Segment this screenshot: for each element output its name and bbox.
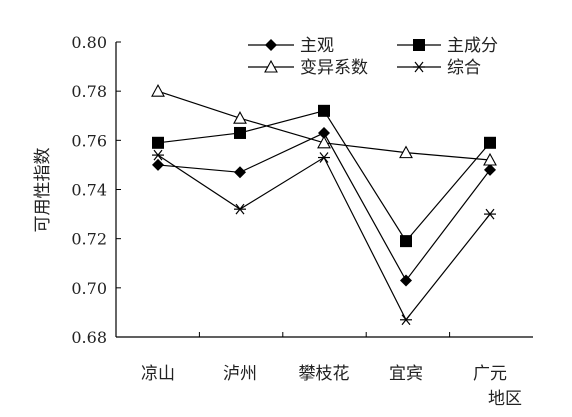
- data-point-square: [152, 136, 164, 149]
- data-point-square: [484, 136, 496, 149]
- y-tick-label: 0.70: [71, 279, 107, 298]
- data-point-asterisk: [318, 152, 330, 163]
- data-point-diamond: [318, 126, 330, 139]
- data-point-square: [413, 39, 425, 51]
- axes: 0.68 0.70 0.72 0.74 0.76 0.78 0.80 凉山 泸州 攀枝花 宜宾 广元: [71, 33, 533, 384]
- data-point-square: [318, 104, 330, 117]
- data-point-diamond: [400, 274, 412, 287]
- x-tick-label: 凉山: [141, 364, 175, 384]
- asterisk-stroke: [401, 314, 411, 326]
- data-point-triangle: [151, 84, 165, 97]
- data-point-triangle: [264, 59, 278, 73]
- data-point-triangle: [233, 111, 247, 124]
- x-tick-label: 广元: [473, 364, 507, 384]
- data-point-triangle: [399, 145, 413, 159]
- x-axis-label: 地区: [488, 389, 522, 409]
- legend-item-3: 变异系数: [248, 58, 368, 78]
- y-axis-label: 可用性指数: [33, 148, 53, 233]
- legend-item-2: 主成分: [397, 36, 498, 56]
- data-point-diamond: [265, 39, 277, 51]
- y-tick-label: 0.74: [71, 181, 107, 200]
- asterisk-stroke: [319, 152, 329, 163]
- data-point-diamond: [484, 163, 496, 176]
- x-tick-label: 宜宾: [389, 364, 423, 384]
- series-line: [157, 90, 491, 161]
- data-point-asterisk: [400, 314, 412, 326]
- y-tick-label: 0.78: [71, 82, 107, 101]
- series-line: [157, 154, 491, 321]
- data-point-asterisk: [413, 61, 425, 73]
- legend-label: 主观: [300, 36, 334, 56]
- y-tick-label: 0.68: [71, 328, 107, 347]
- y-tick-label: 0.76: [71, 131, 107, 150]
- y-tick-label: 0.72: [71, 230, 107, 249]
- x-tick-label: 攀枝花: [299, 364, 350, 384]
- asterisk-stroke: [153, 149, 163, 161]
- data-point-asterisk: [484, 208, 496, 220]
- data-point-asterisk: [152, 149, 164, 161]
- series-3: [151, 84, 497, 166]
- asterisk-stroke: [414, 61, 424, 73]
- asterisk-stroke: [235, 203, 245, 215]
- legend-label: 主成分: [447, 36, 498, 56]
- series-1: [152, 126, 496, 287]
- series-4: [152, 149, 496, 326]
- data-point-triangle: [317, 135, 331, 149]
- x-tick-label: 泸州: [223, 364, 257, 384]
- y-tick-label: 0.80: [71, 33, 107, 52]
- data-point-square: [234, 126, 246, 139]
- asterisk-stroke: [485, 208, 495, 220]
- data-point-diamond: [234, 166, 246, 179]
- legend-item-1: 主观: [248, 36, 334, 56]
- data-point-square: [400, 235, 412, 248]
- data-point-triangle: [483, 152, 497, 166]
- data-point-diamond: [152, 158, 164, 171]
- legend-label: 综合: [447, 58, 481, 78]
- data-point-asterisk: [234, 203, 246, 215]
- legend-label: 变异系数: [300, 58, 368, 78]
- legend-item-4: 综合: [397, 58, 481, 78]
- series-layer: [151, 84, 497, 326]
- series-2: [152, 104, 496, 248]
